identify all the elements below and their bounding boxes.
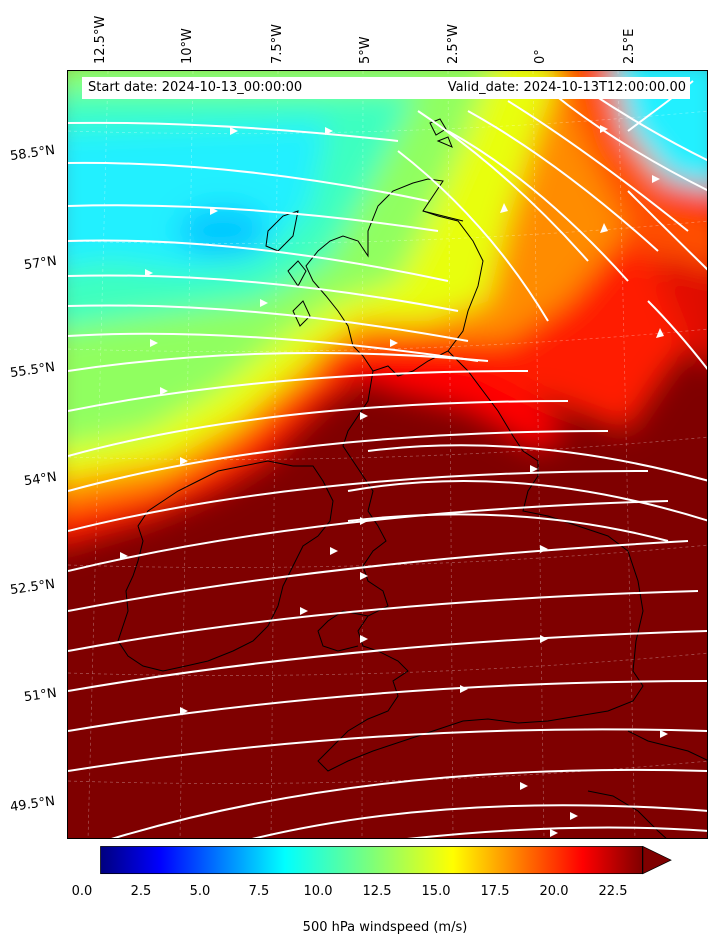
map-panel — [67, 70, 708, 839]
colorbar-tick: 0.0 — [71, 884, 93, 899]
colorbar-tick: 15.0 — [421, 884, 451, 899]
lat-label: 51°N — [23, 685, 58, 706]
windspeed-field — [68, 71, 707, 838]
lon-label: 2.5°E — [622, 28, 637, 64]
colorbar-tick: 22.5 — [598, 884, 628, 899]
colorbar-tick: 7.5 — [248, 884, 270, 899]
lon-label: 5°W — [358, 36, 373, 64]
colorbar-tick: 10.0 — [303, 884, 333, 899]
date-banner — [82, 77, 690, 99]
valid-date-label: Valid_date: 2024-10-13T12:00:00.00 — [447, 80, 686, 95]
colorbar-title: 500 hPa windspeed (m/s) — [302, 920, 468, 935]
lon-label: 10°W — [180, 28, 195, 64]
lon-label: 7.5°W — [270, 23, 285, 64]
colorbar — [100, 846, 672, 875]
start-date-label: Start date: 2024-10-13_00:00:00 — [88, 80, 303, 95]
colorbar-tick: 17.5 — [480, 884, 510, 899]
lat-label: 55.5°N — [9, 359, 56, 382]
streamline-arrows — [120, 125, 668, 837]
lat-label: 49.5°N — [9, 793, 56, 816]
streamlines — [68, 80, 707, 838]
colorbar-tick: 2.5 — [130, 884, 152, 899]
lon-label: 2.5°W — [446, 23, 461, 64]
lat-label: 52.5°N — [9, 576, 56, 599]
lon-label: 12.5°W — [93, 15, 108, 64]
lat-label: 58.5°N — [9, 142, 56, 165]
colorbar-tick: 12.5 — [362, 884, 392, 899]
lat-label: 57°N — [23, 253, 58, 274]
colorbar-tick: 5.0 — [189, 884, 211, 899]
lon-label: 0° — [533, 49, 548, 64]
lat-label: 54°N — [23, 469, 58, 490]
colorbar-tick: 20.0 — [539, 884, 569, 899]
